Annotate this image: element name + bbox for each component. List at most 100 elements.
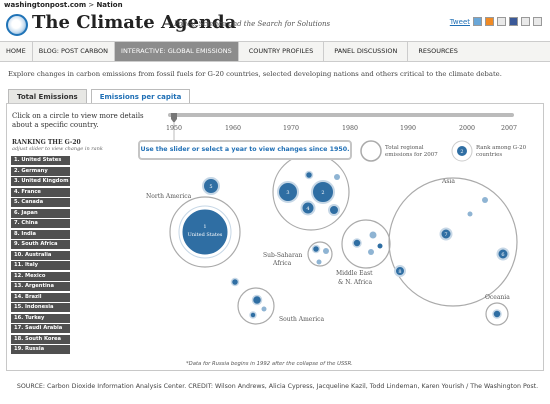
country-bubble-saudi-arabia[interactable] bbox=[352, 238, 362, 248]
ranking-item[interactable]: 2. Germany bbox=[11, 166, 70, 176]
nav-blog[interactable]: BLOG: POST CARBON bbox=[33, 42, 116, 61]
country-bubble-mexico[interactable] bbox=[230, 277, 240, 287]
slider-year-label[interactable]: 1970 bbox=[283, 125, 299, 132]
ranking-item[interactable]: 18. South Korea bbox=[11, 334, 70, 344]
region-africa-ring[interactable] bbox=[307, 241, 333, 267]
rank-japan: 6 bbox=[501, 252, 504, 258]
country-bubble-europe-small-1[interactable] bbox=[304, 170, 314, 180]
ranking-item[interactable]: 10. Australia bbox=[11, 250, 70, 260]
ranking-item[interactable]: 16. Turkey bbox=[11, 313, 70, 323]
slider-year-label[interactable]: 1980 bbox=[342, 125, 358, 132]
country-bubble-france[interactable] bbox=[300, 200, 316, 216]
country-bubble-europe-small-2[interactable] bbox=[334, 174, 340, 180]
legend-total-line2: emissions for 2007 bbox=[385, 152, 438, 158]
bookmark-icon[interactable] bbox=[497, 17, 506, 26]
legend-rank-circle-outer bbox=[451, 140, 473, 162]
russia-footnote: *Data for Russia begins in 1992 after th… bbox=[186, 361, 353, 367]
ranking-item[interactable]: 7. China bbox=[11, 219, 70, 228]
country-bubble-asia-small-2[interactable] bbox=[467, 211, 473, 217]
region-label-mideast-line2: & N. Africa bbox=[338, 279, 373, 286]
country-bubble-japan[interactable] bbox=[496, 247, 510, 261]
ranking-item[interactable]: 11. Italy bbox=[11, 261, 70, 270]
ranking-item[interactable]: 5. Canada bbox=[11, 198, 70, 207]
nav-global-emissions[interactable]: INTERACTIVE: GLOBAL EMISSIONS bbox=[115, 42, 239, 61]
country-bubble-sa-small[interactable] bbox=[261, 306, 267, 312]
rank-china: 7 bbox=[444, 232, 447, 238]
share-icon[interactable] bbox=[533, 17, 542, 26]
country-bubble-brazil[interactable] bbox=[251, 294, 263, 306]
rss-icon[interactable] bbox=[485, 17, 494, 26]
ranking-subtitle: adjust slider to view change in rank bbox=[12, 146, 103, 152]
country-bubble-italy[interactable] bbox=[328, 204, 340, 216]
region-label-africa-line1: Sub-Saharan bbox=[263, 252, 302, 259]
country-bubble-china[interactable] bbox=[439, 227, 453, 241]
ranking-item[interactable]: 6. Japan bbox=[11, 208, 70, 218]
country-bubble-south-africa[interactable] bbox=[311, 244, 321, 254]
ranking-item[interactable]: 17. Saudi Arabia bbox=[11, 324, 70, 333]
country-bubble-germany[interactable] bbox=[311, 180, 335, 204]
country-bubble-united-kingdom[interactable] bbox=[277, 181, 299, 203]
legend-rank-line1: Rank among G-20 bbox=[476, 145, 527, 151]
page-subtitle: Policy, Science and the Search for Solut… bbox=[174, 20, 331, 28]
nav-country-profiles[interactable]: COUNTRY PROFILES bbox=[239, 42, 325, 61]
country-bubble-canada[interactable] bbox=[202, 177, 220, 195]
tab-emissions-per-capita[interactable]: Emissions per capita bbox=[90, 89, 191, 104]
legend-rank-circle bbox=[457, 146, 467, 156]
slider-handle[interactable] bbox=[171, 113, 177, 123]
region-north-america-ring[interactable] bbox=[169, 196, 241, 268]
country-bubble-turkey[interactable] bbox=[377, 243, 383, 249]
country-bubble-argentina[interactable] bbox=[249, 311, 257, 319]
ranking-item[interactable]: 15. Indonesia bbox=[11, 303, 70, 312]
globe-logo-icon bbox=[6, 14, 28, 36]
rank-united-states: 1 bbox=[203, 224, 206, 230]
nav-home[interactable]: HOME bbox=[0, 42, 33, 61]
breadcrumb: washingtonpost.com > Nation bbox=[0, 0, 550, 10]
slider-year-label[interactable]: 1990 bbox=[400, 125, 416, 132]
legend-rank-number: 2 bbox=[460, 149, 463, 155]
country-bubble-iran[interactable] bbox=[369, 231, 377, 239]
nav-resources[interactable]: RESOURCES bbox=[418, 47, 458, 55]
rank-united-kingdom: 3 bbox=[286, 190, 289, 196]
ranking-item[interactable]: 14. Brazil bbox=[11, 292, 70, 302]
country-bubble-united-states[interactable] bbox=[181, 208, 229, 256]
slider-year-label[interactable]: 2007 bbox=[501, 125, 517, 132]
country-bubble-india[interactable] bbox=[394, 265, 406, 277]
rank-france: 4 bbox=[306, 206, 309, 212]
region-asia-ring[interactable] bbox=[388, 177, 518, 307]
region-oceania-ring[interactable] bbox=[485, 302, 509, 326]
tab-total-emissions[interactable]: Total Emissions bbox=[8, 89, 87, 104]
ranking-title: RANKING THE G-20 bbox=[12, 139, 81, 146]
page-title: The Climate Agenda bbox=[32, 12, 237, 33]
email-icon[interactable] bbox=[521, 17, 530, 26]
country-bubble-mideast-small[interactable] bbox=[368, 249, 374, 255]
label-united-states: United States bbox=[188, 232, 223, 238]
ranking-item[interactable]: 8. India bbox=[11, 229, 70, 239]
ranking-item[interactable]: 3. United Kingdom bbox=[11, 177, 70, 186]
ranking-item[interactable]: 12. Mexico bbox=[11, 271, 70, 281]
ranking-item[interactable]: 13. Argentina bbox=[11, 282, 70, 291]
ranking-item[interactable]: 19. Russia bbox=[11, 345, 70, 354]
region-label-south-america: South America bbox=[279, 316, 324, 323]
region-middle-east-ring[interactable] bbox=[341, 219, 391, 269]
site-domain[interactable]: washingtonpost.com bbox=[4, 1, 87, 9]
legend-total-line1: Total regional bbox=[385, 145, 424, 151]
region-south-america-ring[interactable] bbox=[237, 287, 275, 325]
facebook-icon[interactable] bbox=[509, 17, 518, 26]
country-bubble-africa-small[interactable] bbox=[323, 248, 329, 254]
country-bubble-asia-small-1[interactable] bbox=[482, 197, 488, 203]
breadcrumb-section[interactable]: Nation bbox=[96, 1, 123, 9]
region-label-africa-line2: Africa bbox=[272, 260, 292, 267]
ranking-item[interactable]: 1. United States bbox=[11, 156, 70, 165]
slider-year-label[interactable]: 2000 bbox=[459, 125, 475, 132]
slider-hint-tooltip: Use the slider or select a year to view … bbox=[138, 140, 352, 160]
view-tabs: Total Emissions Emissions per capita bbox=[8, 89, 191, 104]
ranking-item[interactable]: 4. France bbox=[11, 187, 70, 197]
country-bubble-africa-small-2[interactable] bbox=[316, 259, 322, 265]
ranking-item[interactable]: 9. South Africa bbox=[11, 240, 70, 249]
tweet-link[interactable]: Tweet bbox=[449, 17, 470, 26]
nav-panel-discussion[interactable]: PANEL DISCUSSION bbox=[324, 42, 409, 61]
slider-year-label[interactable]: 1960 bbox=[225, 125, 241, 132]
twitter-icon[interactable] bbox=[473, 17, 482, 26]
country-bubble-australia[interactable] bbox=[492, 309, 502, 319]
